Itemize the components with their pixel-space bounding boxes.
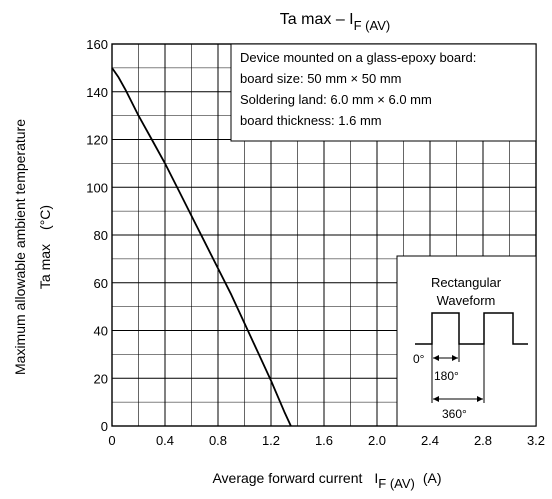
y-tick-labels: 0 20 40 60 80 100 120 140 160 (86, 37, 108, 434)
y-tick-label: 0 (101, 419, 108, 434)
annotation-line-2: board size: 50 mm × 50 mm (240, 71, 401, 86)
y-axis-title-line-2: Ta max (°C) (37, 205, 53, 289)
inset-title-line-2: Waveform (437, 293, 496, 308)
inset-arrowhead-180-right (452, 355, 458, 361)
x-tick-label: 1.2 (262, 433, 280, 448)
x-tick-label: 2.4 (421, 433, 439, 448)
inset-waveform (415, 312, 528, 345)
y-tick-label: 140 (86, 85, 108, 100)
y-tick-label: 80 (94, 228, 108, 243)
y-axis-title-var: Ta max (37, 244, 53, 289)
x-tick-label: 3.2 (527, 433, 545, 448)
y-tick-label: 100 (86, 180, 108, 195)
y-tick-label: 120 (86, 133, 108, 148)
y-tick-label: 20 (94, 371, 108, 386)
y-axis-title-unit: (°C) (37, 205, 53, 230)
y-axis-title-line-1: Maximum allowable ambient temperature (12, 119, 28, 375)
y-tick-label: 40 (94, 324, 108, 339)
x-axis-title: Average forward current IF (AV) (A) (212, 470, 441, 491)
x-tick-label: 0.8 (209, 433, 227, 448)
y-tick-label: 160 (86, 37, 108, 52)
inset-label-180: 180° (434, 369, 459, 383)
x-axis-title-main: Average forward current (212, 470, 362, 486)
x-tick-labels: 0 0.4 0.8 1.2 1.6 2.0 2.4 2.8 3.2 (108, 433, 545, 448)
annotation-line-4: board thickness: 1.6 mm (240, 113, 382, 128)
series-layer (111, 67, 292, 427)
annotation-box (230, 43, 537, 142)
series-line (111, 67, 292, 427)
chart-title-sub: F (AV) (354, 18, 391, 33)
inset-label-360: 360° (442, 407, 467, 421)
chart-title-main: Ta max – I (280, 11, 354, 28)
y-tick-label: 60 (94, 276, 108, 291)
x-tick-label: 2.0 (368, 433, 386, 448)
annotation-line-1: Device mounted on a glass-epoxy board: (240, 50, 476, 65)
x-axis-title-symbol: I (374, 470, 378, 486)
inset-label-0: 0° (413, 352, 425, 366)
x-axis-title-sub: F (AV) (378, 476, 415, 491)
inset-arrowhead-360-right (477, 396, 483, 402)
x-tick-label: 1.6 (315, 433, 333, 448)
inset-arrowhead-360-left (433, 396, 439, 402)
inset-arrowhead-180-left (433, 355, 439, 361)
chart-title: Ta max – IF (AV) (280, 11, 390, 33)
annotation-line-3: Soldering land: 6.0 mm × 6.0 mm (240, 92, 432, 107)
inset-title-line-1: Rectangular (431, 275, 502, 290)
x-tick-label: 2.8 (474, 433, 492, 448)
x-tick-label: 0 (108, 433, 115, 448)
x-axis-title-unit: (A) (423, 470, 442, 486)
x-tick-label: 0.4 (156, 433, 174, 448)
